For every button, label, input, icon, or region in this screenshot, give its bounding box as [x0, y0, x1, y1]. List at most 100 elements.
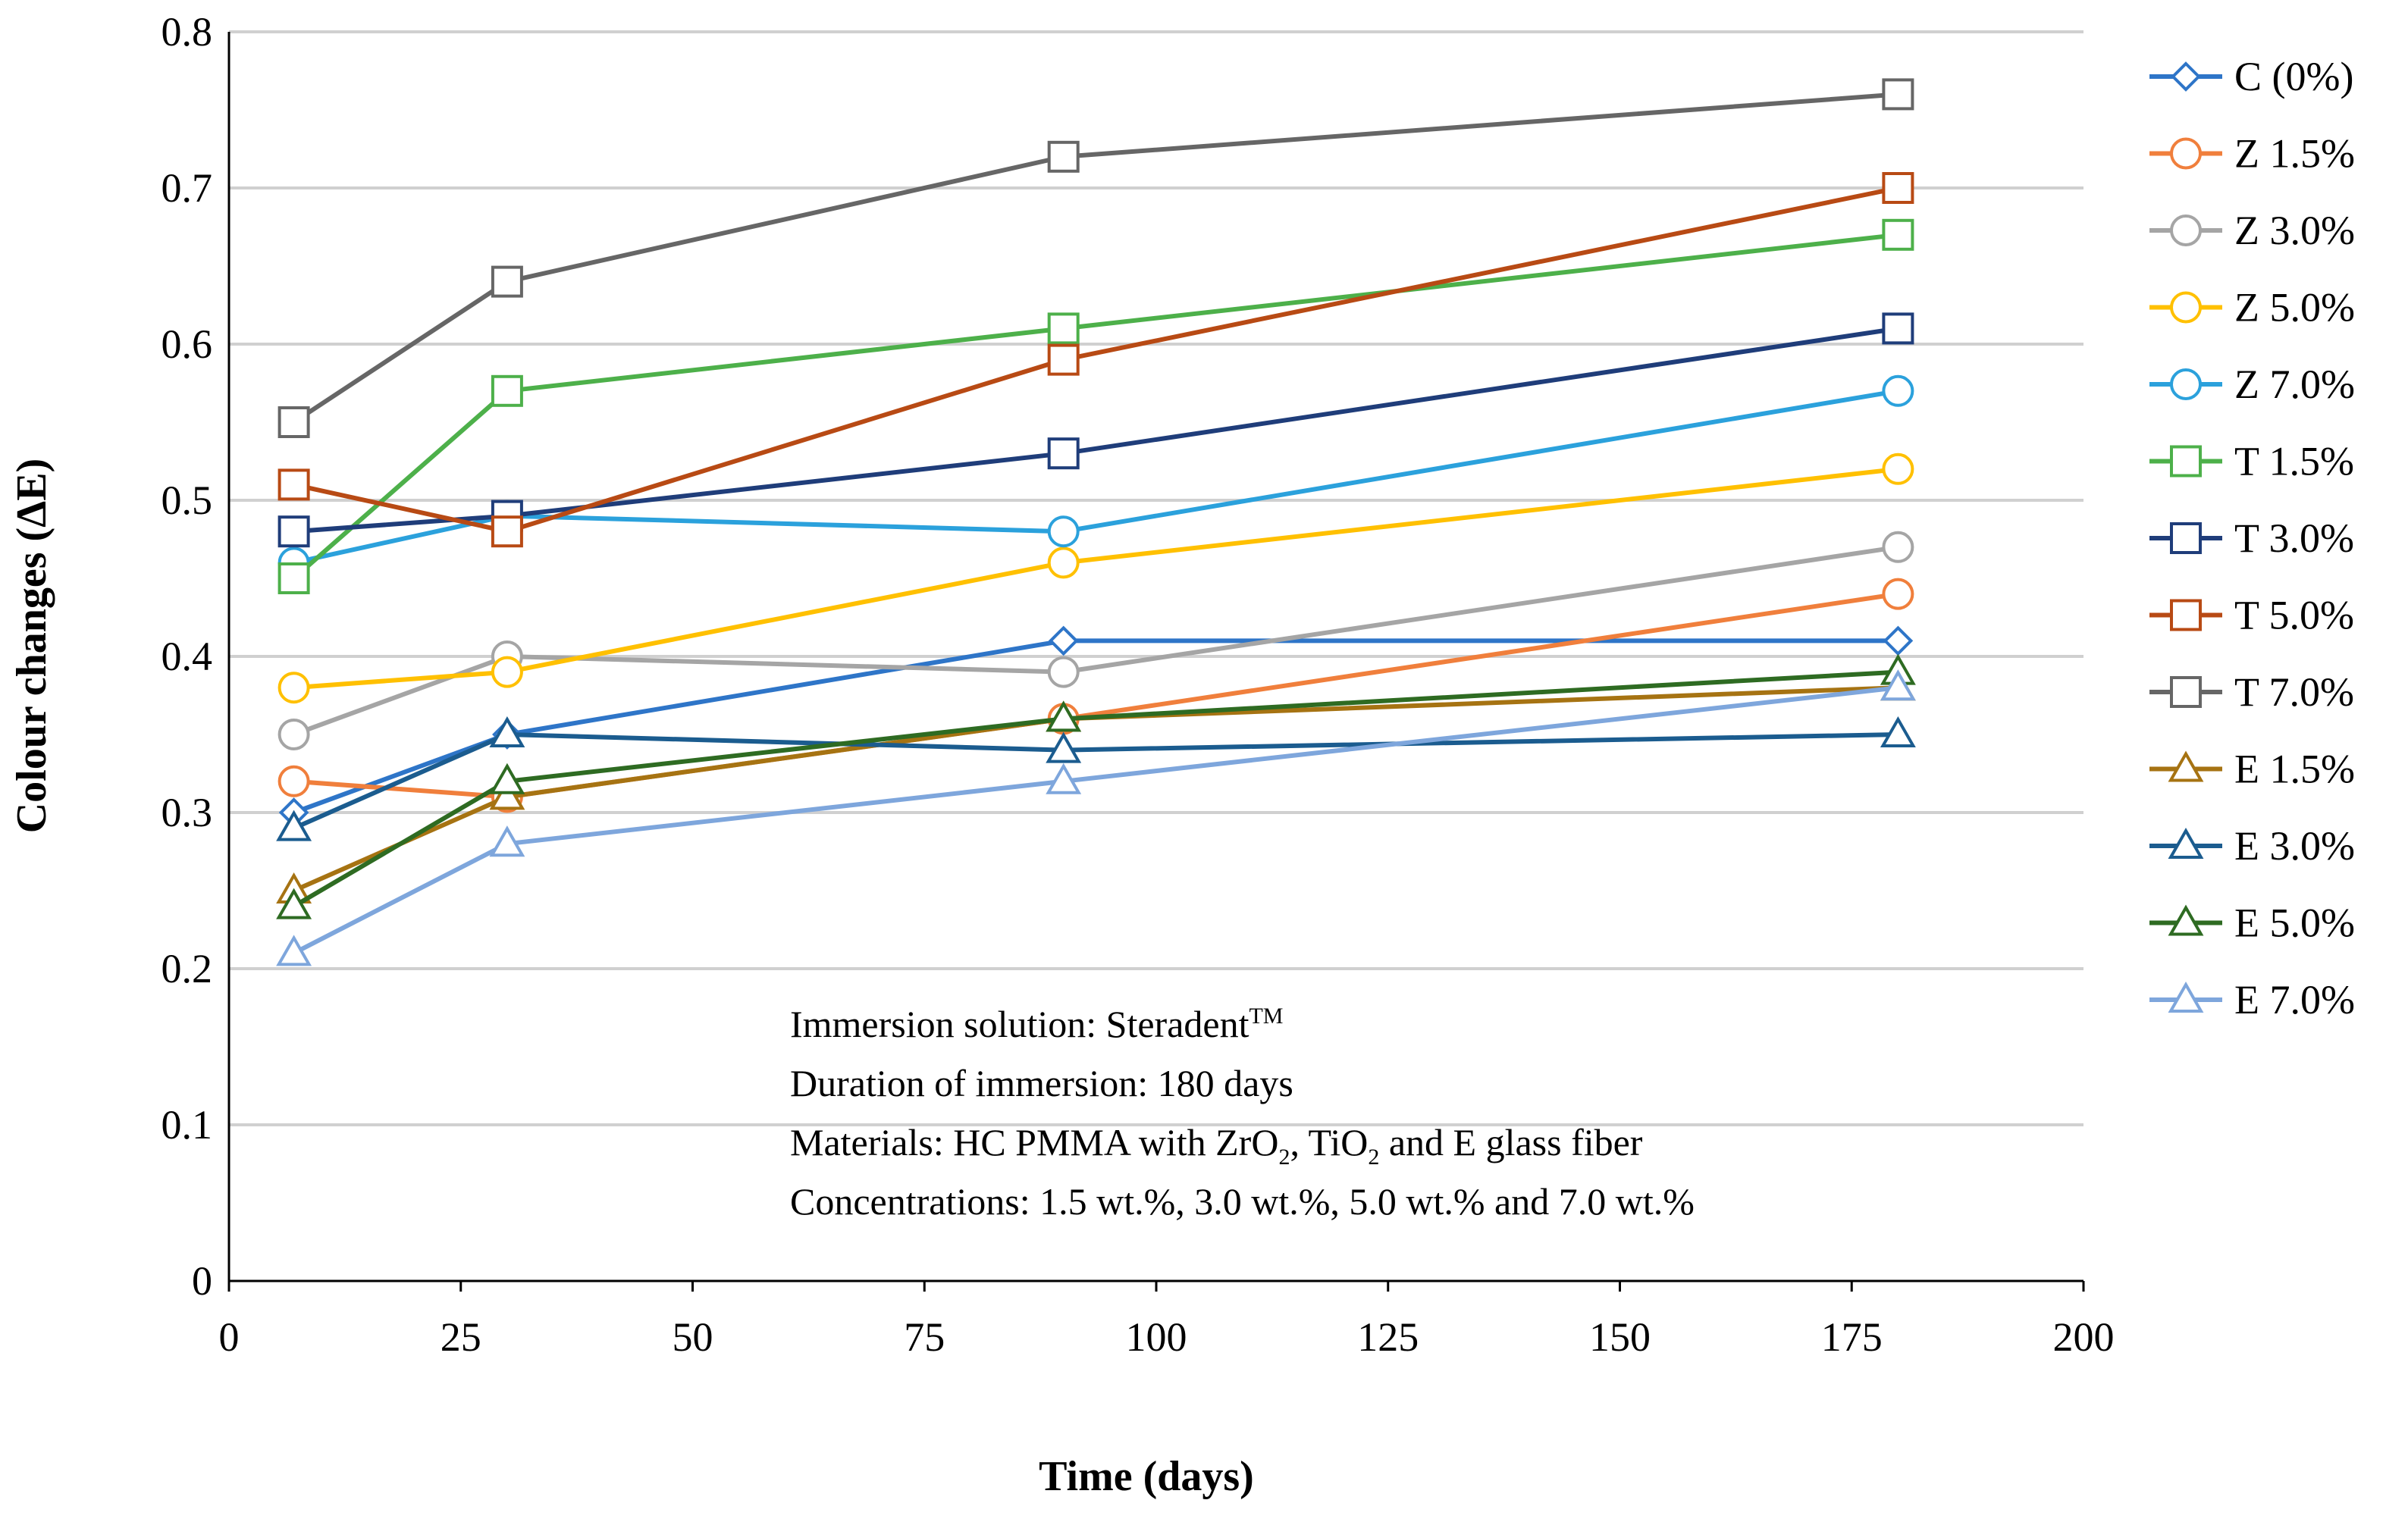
legend-marker	[2171, 61, 2201, 92]
series-line	[293, 669, 1898, 909]
data-point	[1882, 453, 1914, 485]
data-point	[1046, 700, 1082, 732]
legend-item: T 5.0%	[2149, 593, 2354, 638]
y-tick-label: 0	[192, 1258, 212, 1304]
series-t-7-0	[277, 78, 1914, 438]
x-tick-label: 125	[1357, 1314, 1419, 1360]
legend-marker	[2168, 904, 2204, 936]
y-tick-label: 0.8	[161, 9, 213, 55]
legend-label: Z 5.0%	[2234, 285, 2355, 330]
data-point	[1046, 731, 1082, 763]
legend-marker	[2168, 827, 2204, 859]
legend-label: E 7.0%	[2234, 977, 2355, 1022]
legend-label: C (0%)	[2234, 54, 2353, 99]
data-point	[276, 888, 312, 919]
legend-marker	[2170, 368, 2202, 400]
legend-marker	[2168, 750, 2204, 782]
data-point	[1882, 312, 1914, 345]
legend-item: E 5.0%	[2149, 900, 2355, 946]
data-point	[277, 562, 310, 594]
y-tick-label: 0.7	[161, 165, 213, 211]
x-tick-label: 100	[1126, 1314, 1187, 1360]
data-point	[489, 716, 525, 747]
y-axis-title: Colour changes (ΔE)	[8, 459, 55, 834]
legend-marker	[2168, 981, 2204, 1013]
legend-item: Z 5.0%	[2149, 285, 2355, 330]
series-t-1-5	[277, 218, 1914, 594]
series-e-5-0	[276, 653, 1916, 919]
legend-item: T 3.0%	[2149, 515, 2354, 561]
series-line	[293, 186, 1899, 534]
data-point	[1046, 763, 1082, 794]
x-tick-label: 50	[673, 1314, 713, 1360]
series-group	[276, 78, 1916, 966]
legend-item: Z 3.0%	[2149, 208, 2355, 253]
data-point	[277, 719, 310, 750]
data-point	[489, 778, 525, 810]
legend-label: Z 7.0%	[2234, 362, 2355, 407]
x-tick-label: 175	[1821, 1314, 1883, 1360]
legend-label: E 1.5%	[2234, 747, 2355, 792]
annotation-materials: Materials: HC PMMA with ZrO2, TiO2 and E…	[790, 1121, 1643, 1170]
x-tick-label: 25	[441, 1314, 481, 1360]
data-point	[1048, 625, 1079, 656]
data-point	[491, 265, 523, 298]
series-line	[293, 544, 1898, 737]
annotation-solution: Immersion solution: SteradentTM	[790, 1003, 1283, 1045]
legend-label: T 3.0%	[2234, 515, 2354, 561]
data-point	[1883, 625, 1914, 656]
data-point	[1880, 669, 1916, 701]
x-tick-label: 0	[219, 1314, 240, 1360]
legend-label: T 1.5%	[2234, 439, 2354, 484]
series-e-1-5	[276, 669, 1916, 903]
series-e-3-0	[276, 716, 1916, 841]
x-tick-label: 200	[2053, 1314, 2115, 1360]
series-line	[293, 466, 1898, 691]
data-point	[1047, 312, 1080, 345]
data-point	[491, 374, 523, 407]
legend-marker	[2170, 137, 2202, 170]
legend-item: E 1.5%	[2149, 747, 2355, 792]
legend-item: T 1.5%	[2149, 439, 2354, 484]
data-point	[277, 672, 310, 704]
x-tick-label: 75	[904, 1314, 945, 1360]
data-point	[1882, 374, 1914, 407]
data-point	[1882, 218, 1914, 251]
y-tick-label: 0.3	[161, 790, 213, 835]
legend-marker	[2170, 599, 2202, 631]
data-point	[1047, 515, 1080, 548]
series-line	[292, 92, 1898, 424]
legend-label: E 3.0%	[2234, 823, 2355, 869]
legend-marker	[2170, 445, 2202, 478]
data-point	[489, 763, 525, 794]
data-point	[491, 656, 523, 688]
data-point	[276, 810, 312, 841]
legend-label: Z 3.0%	[2234, 208, 2355, 253]
legend: C (0%) Z 1.5% Z 3.0% Z 5.0% Z 7.0% T 1.5% T 3.…	[2149, 54, 2355, 1022]
legend-marker	[2170, 522, 2202, 554]
series-z-7-0	[277, 374, 1914, 579]
data-point	[491, 515, 523, 548]
x-tick-label: 150	[1589, 1314, 1651, 1360]
legend-label: Z 1.5%	[2234, 131, 2355, 177]
legend-label: T 7.0%	[2234, 669, 2354, 715]
legend-item: Z 7.0%	[2149, 362, 2355, 407]
data-point	[1882, 531, 1914, 563]
legend-label: T 5.0%	[2234, 593, 2354, 638]
y-tick-label: 0.1	[161, 1102, 213, 1148]
annotation-duration: Duration of immersion: 180 days	[790, 1062, 1293, 1104]
series-line	[293, 638, 1898, 815]
y-tick-label: 0.4	[161, 634, 213, 679]
series-line	[293, 388, 1898, 565]
data-point	[276, 935, 312, 966]
data-point	[277, 765, 310, 797]
annotation-concentrations: Concentrations: 1.5 wt.%, 3.0 wt.%, 5.0 …	[790, 1180, 1695, 1223]
data-point	[1047, 343, 1080, 376]
legend-item: E 7.0%	[2149, 977, 2355, 1022]
axes: 0 0.1 0.2 0.3 0.4 0.5 0.6 0.7 0.8 0 25 50 75 100 125 15…	[161, 9, 2115, 1360]
legend-marker	[2170, 676, 2202, 708]
data-point	[489, 825, 525, 857]
legend-marker	[2170, 215, 2202, 246]
data-point	[1880, 716, 1916, 747]
series-t-5-0	[277, 172, 1914, 548]
